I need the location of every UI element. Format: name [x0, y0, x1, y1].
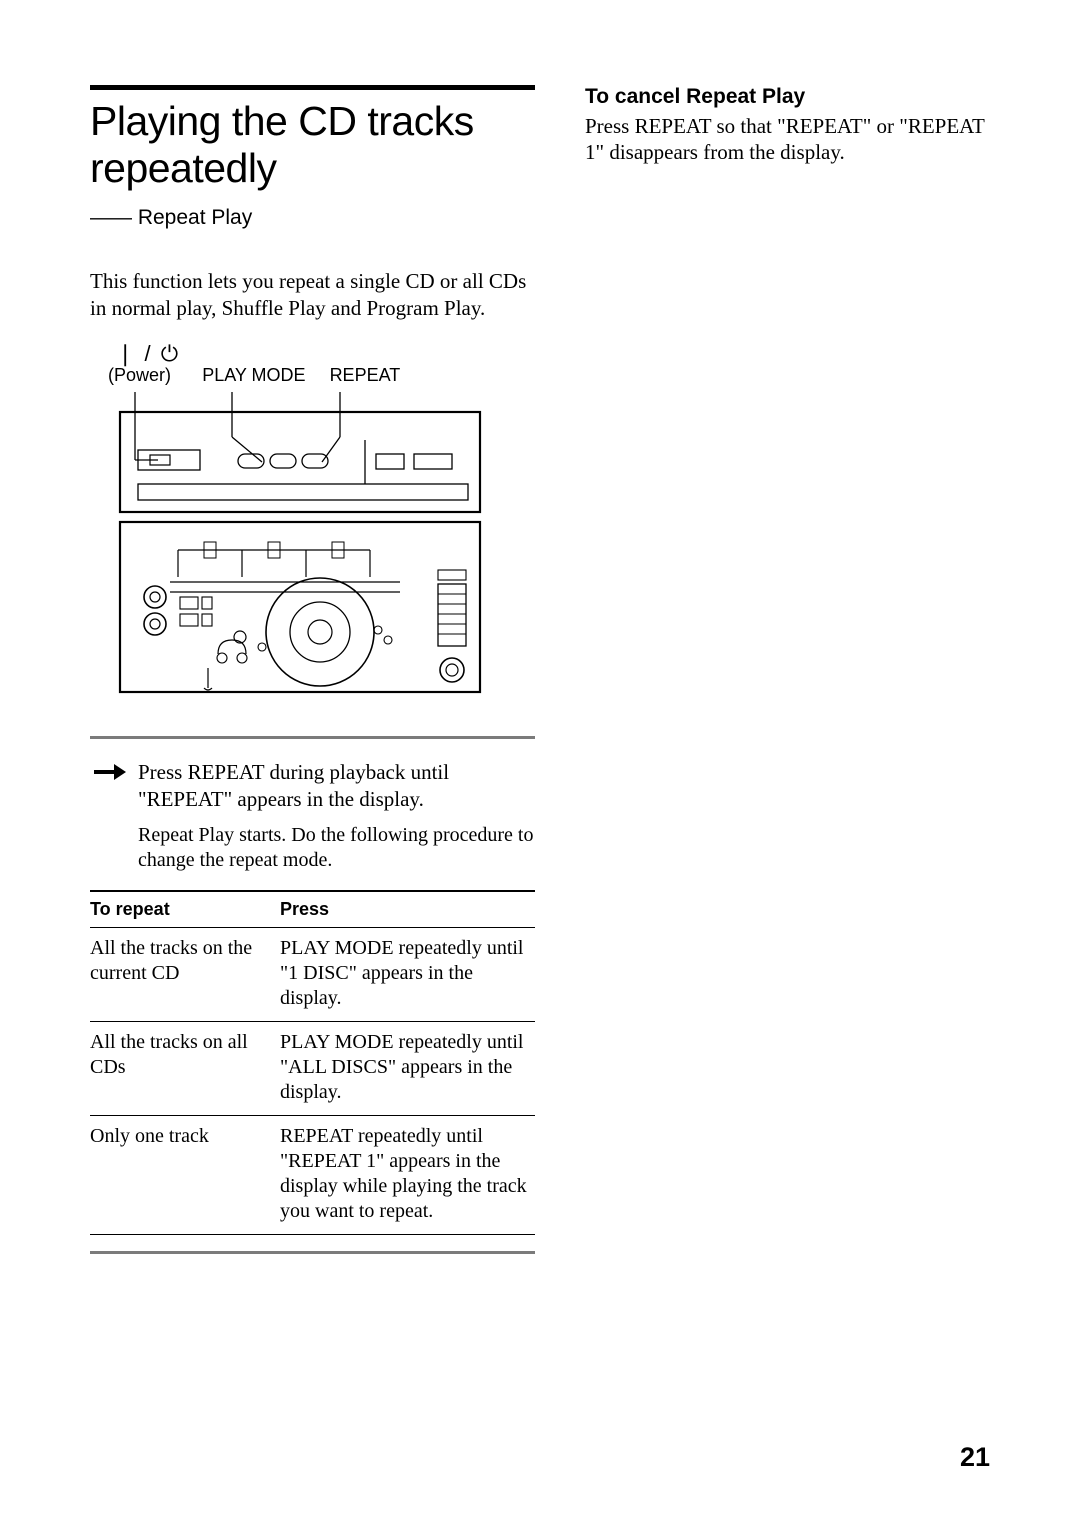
- stereo-diagram-svg: [90, 392, 495, 704]
- page-number: 21: [960, 1442, 990, 1473]
- table-header-col1: To repeat: [90, 899, 280, 920]
- table-cell: All the tracks on the current CD: [90, 936, 280, 1011]
- table-cell: All the tracks on all CDs: [90, 1030, 280, 1105]
- arrow-icon: [90, 759, 138, 813]
- page-title: Playing the CD tracks repeatedly: [90, 98, 535, 192]
- table-cell: REPEAT repeatedly until "REPEAT 1" appea…: [280, 1124, 535, 1224]
- table-row: All the tracks on all CDs PLAY MODE repe…: [90, 1022, 535, 1116]
- power-text: (Power): [108, 365, 171, 385]
- title-rule: [90, 85, 535, 90]
- two-column-layout: Playing the CD tracks repeatedly —— Repe…: [90, 85, 990, 1254]
- section-rule-bottom: [90, 1251, 535, 1254]
- step-sub-text: Repeat Play starts. Do the following pro…: [138, 823, 535, 874]
- instruction-step: Press REPEAT during playback until "REPE…: [90, 759, 535, 813]
- table-cell: PLAY MODE repeatedly until "ALL DISCS" a…: [280, 1030, 535, 1105]
- manual-page: Playing the CD tracks repeatedly —— Repe…: [0, 0, 1080, 1533]
- table-row: Only one track REPEAT repeatedly until "…: [90, 1116, 535, 1235]
- diagram-callout-labels: ❘ / ⏻ (Power) PLAY MODE REPEAT: [108, 343, 535, 386]
- feature-subtitle: —— Repeat Play: [90, 206, 535, 230]
- table-header-col2: Press: [280, 899, 535, 920]
- play-mode-label: PLAY MODE: [202, 365, 305, 386]
- right-column: To cancel Repeat Play Press REPEAT so th…: [585, 85, 995, 1254]
- repeat-mode-table: To repeat Press All the tracks on the cu…: [90, 890, 535, 1235]
- section-rule-top: [90, 736, 535, 739]
- left-column: Playing the CD tracks repeatedly —— Repe…: [90, 85, 535, 1254]
- table-cell: Only one track: [90, 1124, 280, 1224]
- table-header-row: To repeat Press: [90, 892, 535, 928]
- cancel-heading: To cancel Repeat Play: [585, 85, 995, 109]
- cancel-body: Press REPEAT so that "REPEAT" or "REPEAT…: [585, 113, 995, 166]
- intro-paragraph: This function lets you repeat a single C…: [90, 268, 535, 321]
- step-main-text: Press REPEAT during playback until "REPE…: [138, 759, 535, 813]
- repeat-label: REPEAT: [330, 365, 401, 386]
- power-symbol-icon: ❘ / ⏻: [116, 343, 180, 365]
- power-label: ❘ / ⏻ (Power): [108, 343, 180, 386]
- device-diagram: ❘ / ⏻ (Power) PLAY MODE REPEAT: [90, 343, 535, 704]
- table-row: All the tracks on the current CD PLAY MO…: [90, 928, 535, 1022]
- table-cell: PLAY MODE repeatedly until "1 DISC" appe…: [280, 936, 535, 1011]
